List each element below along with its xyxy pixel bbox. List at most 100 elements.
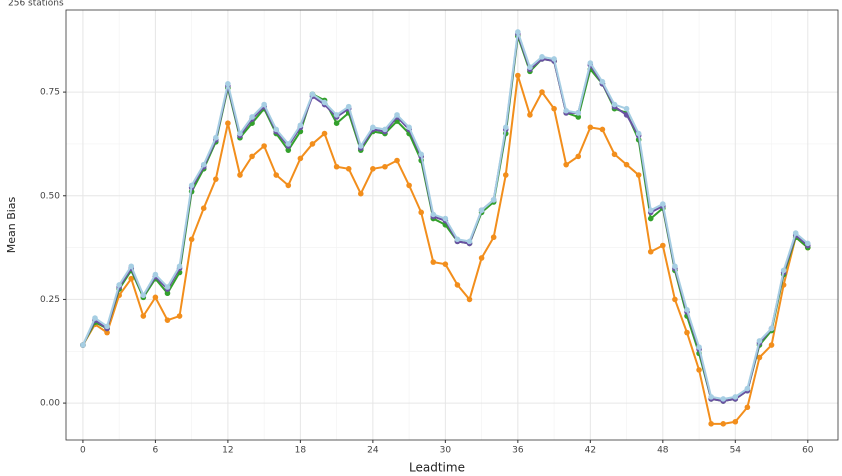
point [647, 248, 654, 255]
point [213, 134, 219, 141]
point [309, 141, 316, 147]
point [611, 151, 618, 158]
point [104, 323, 110, 330]
point [490, 197, 497, 203]
point [804, 240, 811, 247]
point [696, 344, 702, 350]
point [623, 161, 630, 168]
point [502, 172, 509, 178]
point [333, 120, 340, 127]
point [539, 54, 545, 60]
point [684, 329, 690, 336]
point [128, 275, 135, 282]
point [551, 56, 557, 62]
point [672, 263, 678, 270]
x-axis-label: Leadtime [409, 461, 465, 475]
point [599, 78, 606, 85]
point [80, 342, 86, 348]
point [539, 89, 545, 95]
point [527, 64, 533, 71]
point [176, 263, 183, 270]
x-tick-label: 42 [585, 446, 596, 456]
point [285, 182, 292, 189]
x-tick-label: 30 [440, 446, 452, 456]
point [382, 126, 388, 133]
point [357, 143, 364, 149]
point [527, 112, 533, 118]
point [164, 284, 171, 290]
point [309, 91, 316, 97]
point [647, 215, 654, 222]
y-axis-label: Mean Bias [5, 196, 18, 253]
point [672, 296, 678, 303]
point [551, 105, 557, 112]
point [237, 172, 243, 178]
point [128, 263, 135, 270]
point [152, 271, 159, 278]
x-tick-label: 12 [222, 446, 233, 456]
point [176, 313, 183, 319]
point [635, 130, 642, 137]
point [273, 172, 280, 178]
point [200, 205, 207, 212]
point [635, 172, 642, 178]
point [575, 153, 582, 160]
point [442, 215, 449, 222]
point [478, 255, 485, 261]
point [152, 294, 159, 301]
x-tick-label: 24 [367, 446, 379, 456]
point [696, 367, 702, 373]
y-tick-label: 0.00 [40, 399, 60, 409]
point [515, 72, 521, 79]
point [321, 130, 328, 137]
x-tick-label: 48 [657, 446, 669, 456]
point [418, 151, 424, 158]
point [104, 329, 110, 336]
point [357, 190, 364, 197]
point [756, 338, 763, 344]
point [394, 112, 400, 118]
point [285, 147, 292, 153]
point [370, 124, 376, 131]
point [466, 296, 473, 303]
point [780, 267, 787, 274]
point [792, 230, 799, 236]
point [333, 112, 340, 118]
point [406, 124, 412, 131]
point [515, 29, 521, 35]
point [92, 315, 98, 321]
point [140, 313, 147, 319]
point [587, 60, 594, 66]
chart-subtitle: 256 stations [8, 0, 64, 9]
point [164, 290, 171, 297]
point [430, 259, 437, 265]
y-tick-label: 0.25 [40, 295, 60, 305]
point [660, 242, 666, 249]
point [225, 120, 231, 127]
point [321, 99, 328, 106]
y-tick-label: 0.50 [40, 191, 60, 201]
plot-border [65, 9, 839, 441]
point [756, 354, 763, 361]
point [430, 211, 437, 218]
point [720, 421, 727, 427]
point [684, 306, 690, 313]
point [490, 234, 497, 241]
y-tick-label: 0.75 [40, 88, 60, 98]
x-tick-label: 0 [80, 446, 86, 456]
point [285, 141, 292, 147]
point [261, 101, 267, 108]
point [708, 421, 714, 427]
point [502, 124, 509, 131]
point [563, 161, 569, 168]
point [599, 126, 606, 133]
point [237, 130, 243, 137]
point [200, 161, 207, 168]
point [297, 122, 304, 129]
point [587, 124, 594, 131]
point [382, 163, 388, 170]
point [720, 396, 727, 402]
point [249, 114, 255, 120]
point [164, 317, 171, 323]
